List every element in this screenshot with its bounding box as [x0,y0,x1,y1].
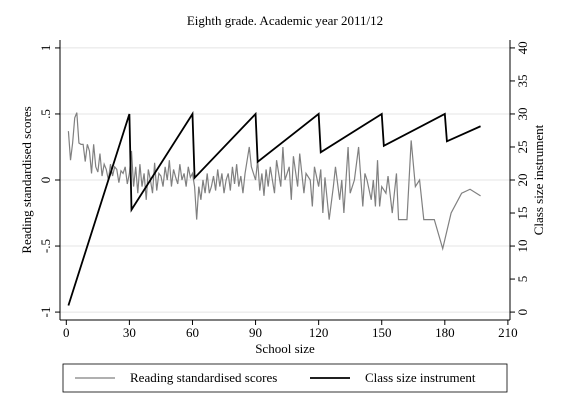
x-tick-label: 60 [186,325,199,340]
x-tick-label: 150 [372,325,392,340]
y2-tick-label: 40 [515,41,530,54]
series-line [67,111,481,306]
x-axis-title: School size [255,341,315,356]
legend-label: Class size instrument [365,370,476,385]
y-tick-label: 1 [38,45,53,52]
series-line [67,112,481,252]
x-tick-label: 210 [498,325,518,340]
y-axis-title: Reading standardised scores [19,106,34,253]
x-tick-label: 180 [435,325,455,340]
x-tick-label: 30 [123,325,136,340]
y2-tick-label: 15 [515,207,530,220]
y2-tick-label: 0 [515,309,530,316]
y-tick-label: -.5 [38,239,53,253]
x-tick-label: 0 [63,325,70,340]
y2-axis-title: Class size instrument [531,124,546,235]
y2-tick-label: 5 [515,276,530,283]
y2-tick-label: 25 [515,140,530,153]
legend-label: Reading standardised scores [130,370,277,385]
legend-box [62,363,508,393]
y-tick-label: -1 [38,307,53,318]
y2-tick-label: 10 [515,240,530,253]
x-tick-label: 90 [249,325,262,340]
y2-tick-label: 20 [515,174,530,187]
y-tick-label: 0 [38,177,53,184]
y2-tick-label: 35 [515,74,530,87]
x-tick-label: 120 [309,325,329,340]
y2-tick-label: 30 [515,107,530,120]
y-tick-label: .5 [38,109,53,119]
chart-title: Eighth grade. Academic year 2011/12 [187,13,383,28]
